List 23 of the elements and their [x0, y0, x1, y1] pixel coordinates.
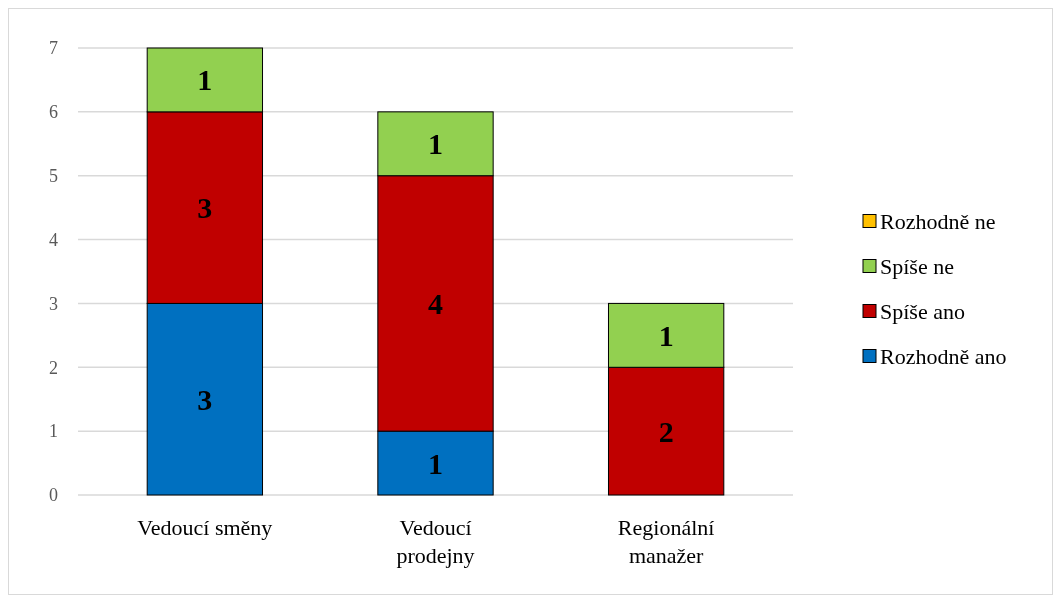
legend-label: Rozhodně ne	[880, 209, 996, 235]
legend-label: Spíše ano	[880, 299, 965, 325]
data-label: 4	[428, 286, 443, 320]
x-tick-label: Regionální manažer	[617, 515, 715, 568]
data-label: 1	[428, 446, 443, 480]
data-label: 3	[197, 191, 213, 225]
x-tick-label: Vedoucí směny	[137, 515, 273, 540]
legend-label: Spíše ne	[880, 254, 954, 280]
y-tick-label: 4	[49, 229, 58, 250]
data-label: 3	[197, 382, 213, 416]
y-tick-label: 5	[49, 166, 58, 187]
y-tick-label: 2	[49, 357, 58, 378]
data-label: 2	[658, 414, 674, 448]
y-tick-label: 1	[49, 421, 58, 442]
data-label: 1	[658, 318, 674, 352]
y-tick-label: 6	[49, 102, 58, 123]
data-label: 1	[428, 127, 443, 161]
y-tick-label: 3	[49, 293, 58, 314]
y-tick-label: 0	[49, 485, 58, 506]
y-tick-label: 7	[49, 38, 58, 59]
x-tick-label: Vedoucí prodejny	[396, 515, 475, 568]
legend-label: Rozhodně ano	[880, 344, 1007, 370]
data-label: 1	[197, 63, 213, 97]
